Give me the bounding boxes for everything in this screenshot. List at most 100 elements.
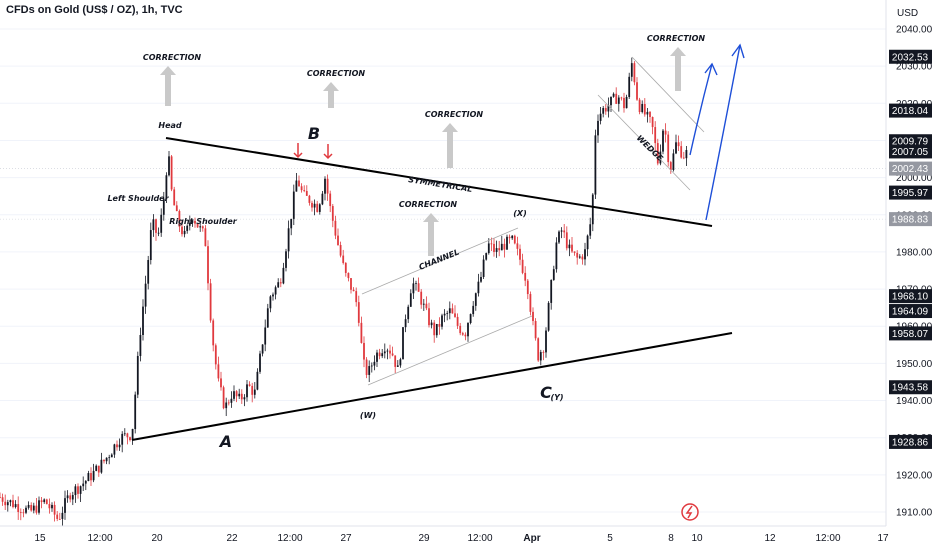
- candle-body: [157, 232, 160, 234]
- channel-label: CHANNEL: [418, 248, 461, 272]
- candle-body: [45, 499, 48, 505]
- candle-body: [651, 117, 654, 128]
- candle-body: [261, 344, 264, 354]
- candle-body: [149, 230, 152, 261]
- price-tag-label: 1958.07: [892, 329, 929, 340]
- time-tick-label: 12:00: [815, 533, 840, 544]
- candle-body: [493, 243, 495, 252]
- candle-body: [599, 113, 602, 121]
- candle-body: [243, 397, 246, 400]
- candle-body: [573, 251, 576, 253]
- candle-body: [209, 283, 212, 321]
- candle-body: [82, 483, 85, 487]
- candle-body: [547, 302, 550, 331]
- candle-body: [339, 245, 342, 256]
- candle-body: [542, 352, 545, 353]
- time-tick-label: 10: [691, 533, 703, 544]
- time-axis[interactable]: 15 12:00 20 22 12:00 27 29 12:00 Apr 5 8 10 12 12:00 1…: [0, 525, 889, 544]
- candle-body: [526, 280, 529, 295]
- candle-body: [66, 495, 69, 499]
- candle-body: [121, 433, 124, 445]
- candle-body: [487, 243, 490, 254]
- price-tick-label: 1910.00: [896, 508, 932, 519]
- candle-body: [188, 222, 191, 226]
- price-tag-label: 1968.10: [892, 292, 929, 303]
- candle-body: [295, 180, 298, 192]
- correction-arrow-icon: [670, 47, 686, 91]
- candle-body: [230, 398, 233, 403]
- candle-body: [389, 350, 391, 354]
- candle-body: [571, 244, 573, 252]
- candle-body: [217, 364, 220, 379]
- wedge-upper-line: [631, 56, 705, 133]
- candle-body: [118, 444, 121, 448]
- candle-body: [292, 191, 295, 219]
- candle-body: [303, 190, 306, 191]
- candle-body: [454, 313, 456, 317]
- candle-body: [227, 402, 230, 404]
- candle-body: [352, 289, 355, 292]
- candle-body: [30, 504, 33, 511]
- chart-title: CFDs on Gold (US$ / OZ), 1h, TVC: [6, 4, 183, 16]
- time-tick-label: Apr: [523, 533, 540, 544]
- candle-body: [199, 226, 202, 228]
- candle-body: [480, 276, 482, 282]
- price-tick-label: 1920.00: [896, 470, 932, 481]
- candle-body: [308, 195, 311, 203]
- time-tick-label: 15: [34, 533, 46, 544]
- price-tag: [889, 434, 932, 449]
- candle-body: [422, 303, 425, 305]
- candle-body: [555, 242, 558, 270]
- candle-body: [347, 272, 350, 279]
- candle-body: [287, 228, 290, 252]
- candle-body: [326, 178, 329, 194]
- price-tag-label: 2018.04: [892, 106, 929, 117]
- projection-arrow-head-icon: [731, 43, 745, 59]
- candle-body: [69, 495, 72, 500]
- candle-body: [378, 352, 381, 357]
- price-tick-label: 1940.00: [896, 396, 932, 407]
- candle-body: [1, 497, 4, 502]
- candle-body: [604, 108, 607, 112]
- candle-body: [685, 150, 688, 159]
- candle-body: [628, 76, 631, 97]
- candle-body: [32, 505, 35, 511]
- candle-body: [474, 293, 477, 306]
- candle-body: [175, 205, 178, 212]
- candle-body: [394, 355, 397, 367]
- drawings: SYMMETRICALCHANNELWEDGECORRECTIONCORRECT…: [107, 34, 745, 451]
- candle-body: [677, 142, 680, 147]
- candle-body: [417, 283, 420, 292]
- candle-body: [38, 500, 40, 513]
- candle-body: [279, 282, 282, 284]
- price-tick-label: 1980.00: [896, 247, 932, 258]
- correction-label: CORRECTION: [143, 53, 202, 62]
- price-tick-label: 1950.00: [896, 359, 932, 370]
- candle-body: [152, 219, 155, 231]
- candle-body: [256, 371, 259, 390]
- candle-body: [355, 291, 358, 303]
- candle-body: [105, 457, 108, 462]
- candle-body: [282, 267, 285, 284]
- candle-body: [4, 501, 7, 506]
- candle-body: [142, 306, 144, 335]
- candle-body: [485, 253, 488, 260]
- candle-body: [233, 391, 235, 399]
- candle-body: [682, 157, 685, 159]
- candle-body: [48, 504, 51, 509]
- candle-body: [350, 278, 352, 290]
- candle-body: [53, 504, 56, 515]
- tradingview-logo-icon: [681, 503, 699, 521]
- candle-body: [506, 236, 508, 250]
- candle-body: [0, 497, 1, 498]
- candle-body: [134, 394, 137, 430]
- price-tag: [889, 380, 932, 395]
- candle-body: [636, 82, 638, 100]
- candle-body: [334, 220, 337, 236]
- candle-body: [503, 243, 506, 250]
- candle-body: [173, 189, 176, 206]
- correction-label: CORRECTION: [425, 110, 484, 119]
- candle-body: [602, 108, 605, 114]
- candle-body: [214, 345, 217, 365]
